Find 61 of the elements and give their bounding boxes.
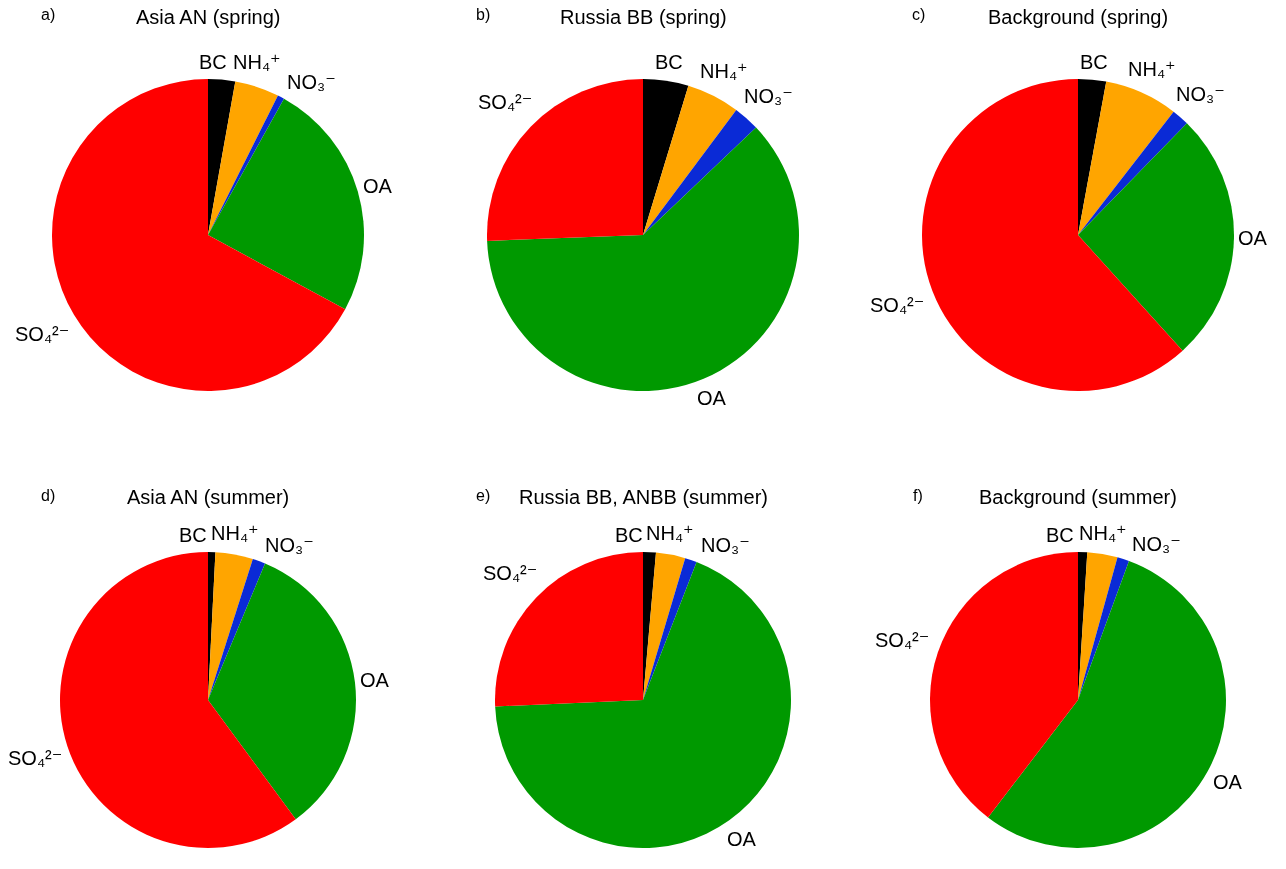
pie-slice [1078, 79, 1107, 235]
pie-slice [1078, 123, 1234, 351]
slice-label: NH₄⁺ [211, 522, 259, 544]
text: e) [476, 487, 491, 504]
slice-label: NO₃⁻ [265, 534, 314, 556]
slice-label: NO₃⁻ [744, 85, 793, 107]
slice-label: SO₄²⁻ [875, 629, 930, 651]
slice-label: NO₃⁻ [1132, 533, 1181, 555]
text: f) [913, 487, 923, 504]
slice-label: OA [1213, 771, 1243, 793]
pie-slice [643, 109, 757, 235]
slice-label: SO₄²⁻ [8, 747, 63, 769]
chart-title: Asia AN (spring) [136, 6, 281, 28]
text: d) [41, 487, 56, 504]
slice-label: SO₄²⁻ [483, 562, 538, 584]
slice-label: OA [363, 175, 393, 197]
slice-label: OA [360, 669, 390, 691]
pie-slice [60, 552, 296, 848]
chart-title: Asia AN (summer) [127, 486, 290, 508]
slice-label: SO₄²⁻ [478, 91, 533, 113]
slice-label: BC [655, 51, 683, 73]
slice-label: BC [615, 524, 643, 546]
slice-label: NH₄⁺ [233, 51, 281, 73]
slice-label: BC [179, 524, 207, 546]
slice-label: OA [1238, 227, 1268, 249]
slice-label: BC [1080, 51, 1108, 73]
text: a) [41, 6, 56, 23]
pie-slice [487, 127, 799, 391]
pie-slice [208, 552, 253, 700]
pie-slice [643, 79, 689, 235]
pie-slice [1078, 552, 1118, 700]
slice-label: NH₄⁺ [700, 60, 748, 82]
pie-slice [208, 81, 278, 235]
slice-label: SO₄²⁻ [15, 323, 70, 345]
slice-label: NH₄⁺ [1128, 58, 1176, 80]
pie-slice [208, 558, 266, 700]
pie-slice [208, 79, 236, 235]
text: c) [912, 6, 926, 23]
slice-label: OA [727, 828, 757, 850]
pie-slice [930, 552, 1078, 818]
slice-label: BC [1046, 524, 1074, 546]
chart-title: Background (summer) [979, 486, 1177, 508]
slice-label: NO₃⁻ [287, 71, 336, 93]
chart-title: Russia BB (spring) [560, 6, 727, 28]
pie-slice [643, 552, 686, 700]
pie-slice [643, 85, 737, 235]
pie-slice [1078, 81, 1174, 235]
slice-label: NO₃⁻ [1176, 83, 1225, 105]
pie-slice [208, 563, 356, 820]
slice-label: OA [697, 387, 727, 409]
pie-slice [1078, 557, 1130, 700]
slice-label: SO₄²⁻ [870, 294, 925, 316]
slice-label: NH₄⁺ [1079, 522, 1127, 544]
slice-label: BC [199, 51, 227, 73]
slice-label: NH₄⁺ [646, 522, 694, 544]
pie-slice [208, 98, 364, 310]
pie-slice [643, 558, 697, 700]
chart-title: Background (spring) [988, 6, 1169, 28]
text: b) [476, 6, 491, 23]
chart-title: Russia BB, ANBB (summer) [519, 486, 768, 508]
slice-label: NO₃⁻ [701, 534, 750, 556]
